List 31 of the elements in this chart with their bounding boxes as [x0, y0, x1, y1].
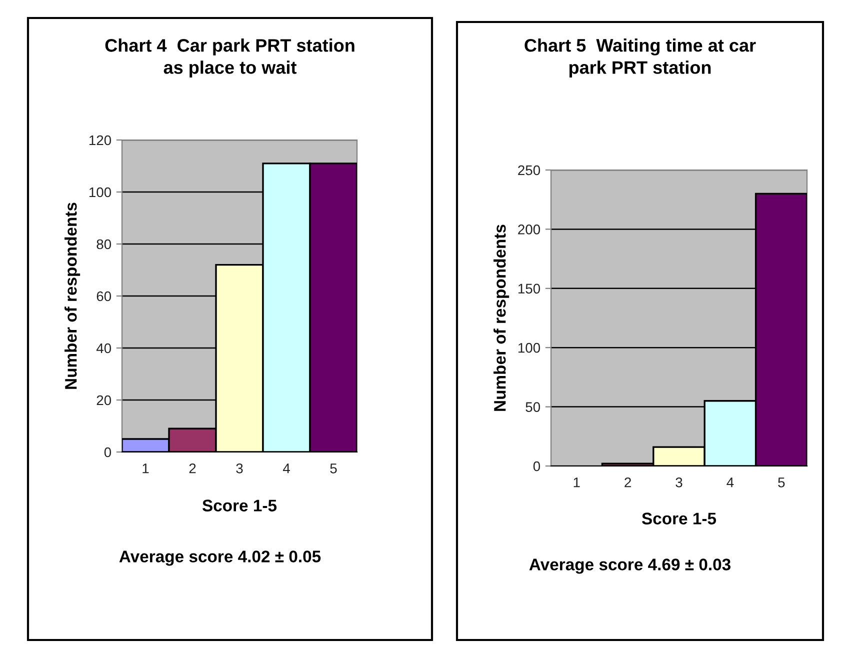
x-tick-label: 4 — [282, 464, 290, 474]
y-axis-title: Number of respondents — [494, 224, 510, 411]
x-axis-title: Score 1-5 — [202, 500, 277, 512]
y-tick-label: 80 — [96, 239, 112, 250]
x-tick-label: 5 — [778, 478, 785, 488]
text: Average score 4.02 ± 0.05 — [119, 550, 321, 566]
y-tick-label: 50 — [526, 402, 540, 412]
y-tick-label: 200 — [518, 224, 540, 234]
x-tick-label: 4 — [726, 478, 734, 488]
chart-title: Chart 4 Car park PRT station as place to wait — [105, 38, 354, 78]
x-tick-label: 1 — [574, 478, 580, 488]
x-tick-label: 5 — [330, 464, 337, 474]
x-tick-label: 1 — [142, 464, 149, 474]
y-tick-label: 0 — [533, 461, 540, 472]
x-tick-label: 3 — [236, 463, 243, 474]
y-tick-label: 20 — [96, 395, 112, 406]
x-tick-label: 3 — [676, 477, 682, 488]
y-tick-label: 120 — [89, 135, 112, 146]
x-tick-label: 2 — [624, 477, 631, 488]
x-axis-title: Score 1-5 — [642, 512, 716, 524]
y-tick-label: 0 — [104, 447, 112, 458]
y-tick-label: 60 — [96, 291, 112, 302]
y-tick-label: 150 — [518, 284, 540, 294]
y-axis-title: Number of respondents — [64, 202, 80, 389]
chart-title: Chart 5 Waiting time at car park PRT station — [524, 38, 756, 78]
y-tick-label: 100 — [89, 187, 112, 198]
x-tick-label: 2 — [189, 463, 196, 474]
text: Average score 4.69 ± 0.03 — [529, 558, 730, 574]
y-tick-label: 40 — [96, 343, 112, 354]
y-tick-label: 250 — [518, 165, 540, 176]
y-tick-label: 100 — [518, 342, 540, 353]
